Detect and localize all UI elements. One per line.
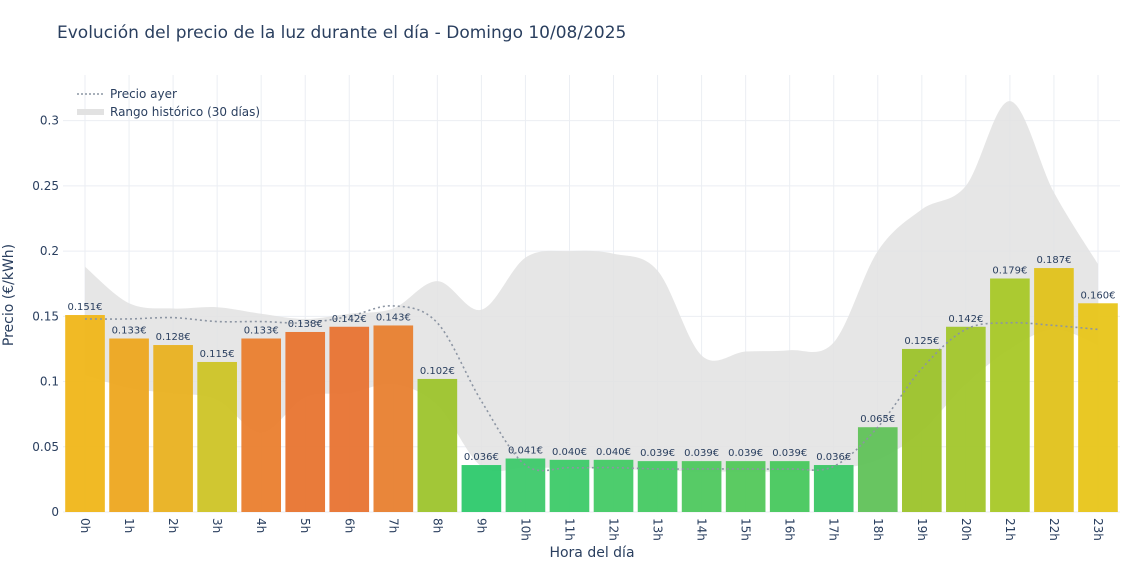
price-bar <box>505 458 546 512</box>
price-bar <box>1034 268 1074 512</box>
y-axis-ticks: 0 0.05 0.1 0.15 0.2 0.25 0.3 <box>32 114 59 519</box>
legend-yesterday-label: Precio ayer <box>110 87 177 101</box>
price-bar <box>329 326 370 512</box>
x-tick-label: 20h <box>959 518 973 541</box>
x-tick-label: 6h <box>342 518 356 533</box>
x-tick-label: 8h <box>430 518 444 533</box>
x-tick-label: 10h <box>518 518 532 541</box>
price-bar <box>373 325 414 512</box>
x-tick-label: 14h <box>695 518 709 541</box>
bar-value-label: 0.039€ <box>772 448 807 459</box>
bar-value-label: 0.041€ <box>508 446 543 457</box>
bar-value-label: 0.187€ <box>1036 255 1071 266</box>
x-tick-label: 12h <box>607 518 621 541</box>
bar-value-label: 0.040€ <box>596 447 631 458</box>
y-tick-label: 0.25 <box>32 179 59 193</box>
legend-range-swatch <box>77 109 104 115</box>
price-bar <box>990 278 1030 512</box>
price-bar <box>1078 303 1118 512</box>
x-tick-label: 13h <box>651 518 665 541</box>
x-tick-label: 9h <box>474 518 488 533</box>
y-tick-label: 0.1 <box>40 375 59 389</box>
bar-value-label: 0.039€ <box>728 448 763 459</box>
bar-value-label: 0.160€ <box>1080 290 1115 301</box>
y-tick-label: 0.05 <box>32 440 59 454</box>
bar-value-label: 0.133€ <box>112 326 147 337</box>
yesterday-price-path <box>85 305 1099 472</box>
x-axis-label: Hora del día <box>549 545 634 561</box>
price-bar <box>241 338 282 512</box>
x-tick-label: 22h <box>1047 518 1061 541</box>
x-tick-label: 18h <box>871 518 885 541</box>
bar-value-label: 0.102€ <box>420 366 455 377</box>
price-bar <box>65 315 105 512</box>
x-tick-label: 17h <box>827 518 841 541</box>
bar-value-label: 0.036€ <box>464 452 499 463</box>
bar-value-label: 0.065€ <box>860 414 895 425</box>
legend[interactable]: Precio ayer Rango histórico (30 días) <box>77 87 260 119</box>
y-axis-label: Precio (€/kWh) <box>1 244 17 346</box>
bar-value-label: 0.115€ <box>200 349 235 360</box>
bar-value-labels: 0.151€ 0.133€ 0.128€ 0.115€ 0.133€ 0.138€ 0.14… <box>68 255 1116 463</box>
bar-value-label: 0.040€ <box>552 447 587 458</box>
price-bar <box>461 465 502 512</box>
bar-value-label: 0.039€ <box>684 448 719 459</box>
bar-value-label: 0.138€ <box>288 319 323 330</box>
price-bar <box>901 348 942 512</box>
x-tick-label: 11h <box>562 518 576 541</box>
bar-value-label: 0.036€ <box>816 452 851 463</box>
price-bar <box>725 461 766 512</box>
y-tick-label: 0.15 <box>32 309 59 323</box>
x-tick-label: 7h <box>386 518 400 533</box>
x-tick-label: 4h <box>254 518 268 533</box>
y-tick-label: 0.2 <box>40 244 59 258</box>
x-tick-label: 16h <box>783 518 797 541</box>
x-tick-label: 19h <box>915 518 929 541</box>
bar-value-label: 0.125€ <box>904 336 939 347</box>
bar-value-label: 0.143€ <box>376 312 411 323</box>
x-tick-label: 2h <box>166 518 180 533</box>
price-bar <box>813 465 854 512</box>
y-tick-label: 0.3 <box>40 114 59 128</box>
x-tick-label: 5h <box>298 518 312 533</box>
bar-value-label: 0.142€ <box>332 314 367 325</box>
price-bar <box>593 459 634 512</box>
x-tick-label: 0h <box>78 518 92 533</box>
bar-value-label: 0.133€ <box>244 326 279 337</box>
x-tick-label: 1h <box>122 518 136 533</box>
legend-range-label: Rango histórico (30 días) <box>110 105 260 119</box>
bar-value-label: 0.179€ <box>992 265 1027 276</box>
price-bar <box>857 427 898 512</box>
bar-value-label: 0.039€ <box>640 448 675 459</box>
price-bar <box>769 461 810 512</box>
price-bar <box>109 338 149 512</box>
yesterday-price-line <box>85 305 1099 472</box>
bars <box>65 268 1118 512</box>
y-tick-label: 0 <box>51 505 59 519</box>
x-tick-label: 21h <box>1003 518 1017 541</box>
price-bar <box>197 361 237 512</box>
bar-value-label: 0.151€ <box>68 302 103 313</box>
bar-value-label: 0.142€ <box>948 314 983 325</box>
price-bar <box>285 331 326 512</box>
price-bar <box>417 378 458 512</box>
x-tick-label: 3h <box>210 518 224 533</box>
bar-value-label: 0.128€ <box>156 332 191 343</box>
price-bar <box>153 345 193 512</box>
x-tick-label: 23h <box>1091 518 1105 541</box>
chart-title: Evolución del precio de la luz durante e… <box>57 23 626 43</box>
x-tick-label: 15h <box>739 518 753 541</box>
x-axis-ticks: 0h 1h 2h 3h 4h 5h 6h 7h 8h 9h 10h 11h 12h 13h 14h 15h 16… <box>78 518 1105 541</box>
price-bar <box>946 326 986 512</box>
